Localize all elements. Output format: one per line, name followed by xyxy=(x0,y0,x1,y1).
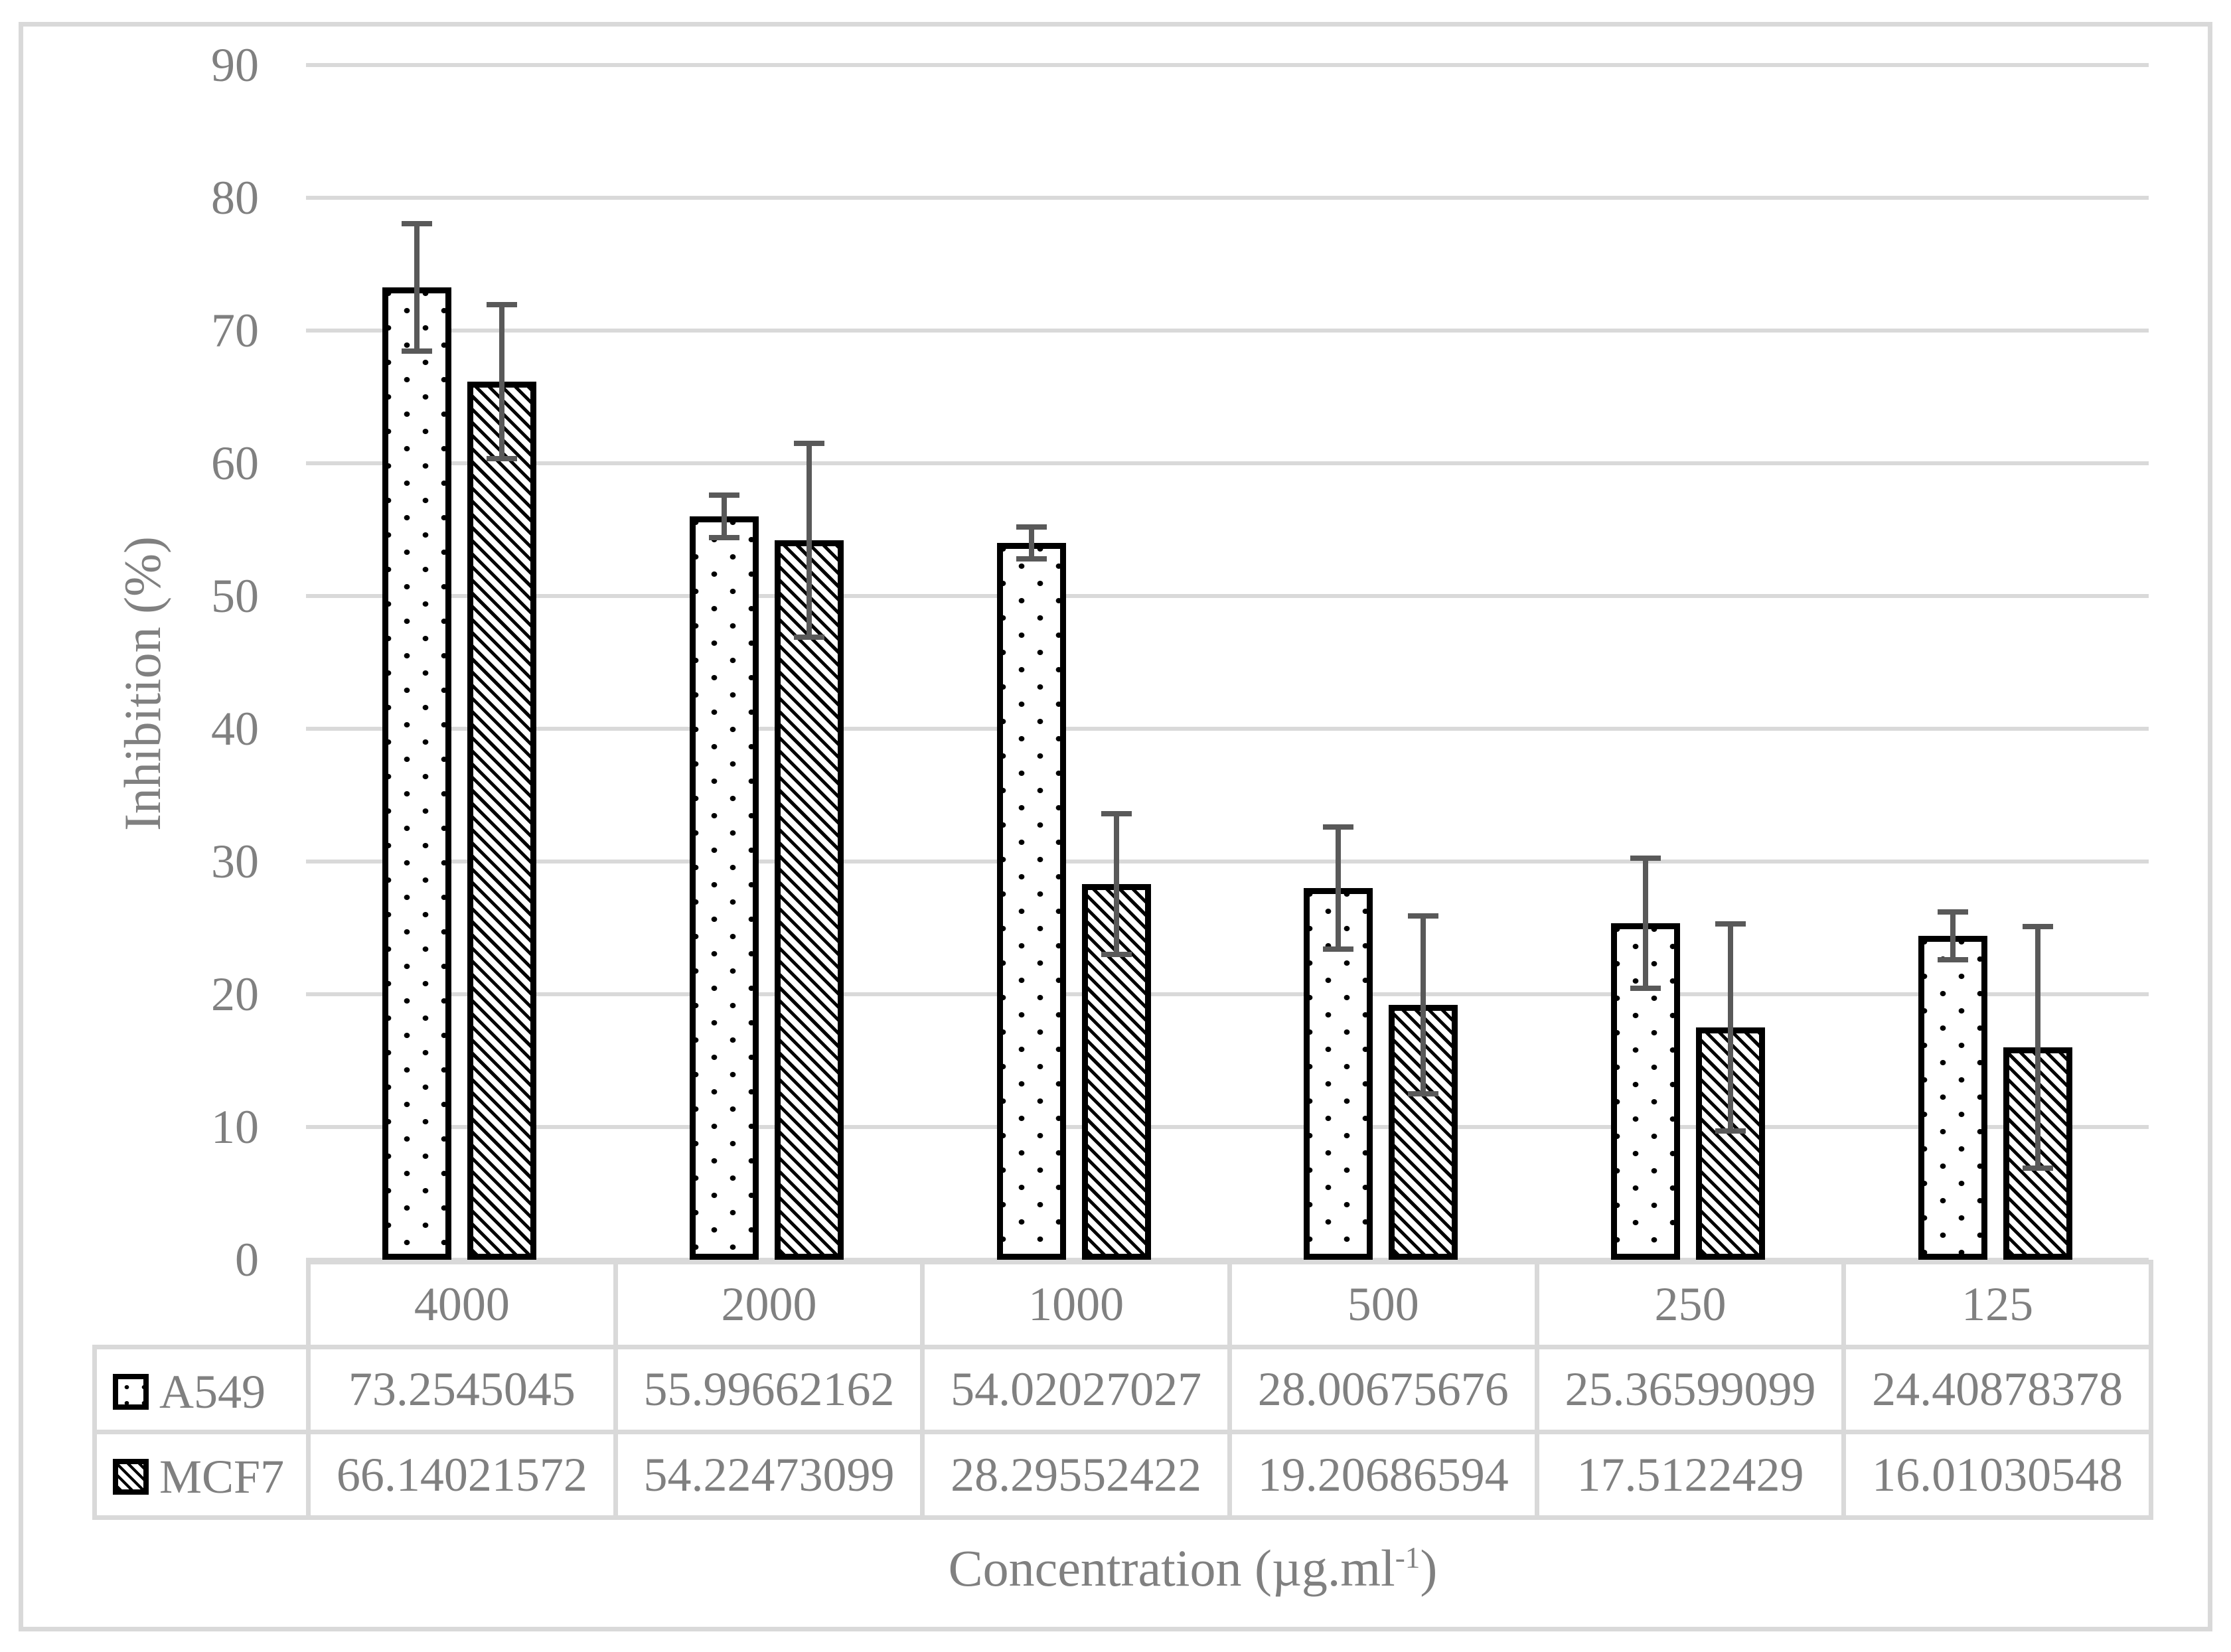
bar-mcf7-1000 xyxy=(1081,884,1151,1260)
error-bar-bottom-cap xyxy=(1016,556,1047,562)
y-axis-tick-label: 80 xyxy=(211,171,259,224)
value-cell-a549-500: 28.00675676 xyxy=(1227,1345,1539,1434)
table-header-row: 4000 2000 1000 500 250 125 xyxy=(95,1260,2153,1349)
value-cell-mcf7-500: 19.20686594 xyxy=(1227,1430,1539,1520)
data-table: 4000 2000 1000 500 250 125 A549 73.2545045 55.99… xyxy=(92,1260,2153,1520)
error-bar-line xyxy=(1643,855,1648,991)
table-header-cell-125: 125 xyxy=(1841,1260,2153,1349)
error-bar-a549-125 xyxy=(1937,909,1968,962)
bar-a549-4000 xyxy=(382,287,452,1260)
value-cell-mcf7-125: 16.01030548 xyxy=(1841,1430,2153,1520)
value-cell-mcf7-2000: 54.22473099 xyxy=(613,1430,925,1520)
table-header-cell-500: 500 xyxy=(1227,1260,1539,1349)
error-bar-line xyxy=(1028,524,1034,562)
error-bar-line xyxy=(2035,923,2040,1171)
error-bar-line xyxy=(722,492,727,541)
value-cell-a549-4000: 73.2545045 xyxy=(306,1345,618,1434)
error-bar-bottom-cap xyxy=(1101,952,1132,958)
table-header-cell-2000: 2000 xyxy=(613,1260,925,1349)
value-cell-mcf7-250: 17.5122429 xyxy=(1534,1430,1847,1520)
value-cell-a549-125: 24.40878378 xyxy=(1841,1345,2153,1434)
legend-label-a549: A549 xyxy=(159,1365,266,1418)
gridline xyxy=(306,196,2149,200)
x-axis-title-close: ) xyxy=(1420,1539,1438,1597)
bar-a549-2000 xyxy=(690,516,759,1260)
error-bar-bottom-cap xyxy=(1408,1090,1439,1096)
table-row-a549: A549 73.2545045 55.99662162 54.02027027 28.0… xyxy=(92,1345,2153,1434)
error-bar-bottom-cap xyxy=(1715,1128,1746,1134)
bar-a549-125 xyxy=(1918,935,1987,1260)
table-header-cell-250: 250 xyxy=(1534,1260,1847,1349)
error-bar-mcf7-500 xyxy=(1408,913,1439,1096)
error-bar-a549-2000 xyxy=(709,492,739,541)
y-axis-tick-label: 60 xyxy=(211,437,259,490)
legend-cell-a549: A549 xyxy=(92,1345,311,1434)
gridline xyxy=(306,1125,2149,1129)
gridline xyxy=(306,1258,2149,1262)
bar-a549-500 xyxy=(1304,887,1373,1260)
y-axis-tick-label: 40 xyxy=(211,702,259,755)
error-bar-line xyxy=(1336,824,1342,952)
error-bar-mcf7-1000 xyxy=(1101,811,1132,958)
bar-a549-1000 xyxy=(996,542,1066,1260)
table-corner-cell xyxy=(95,1262,309,1347)
error-bar-line xyxy=(1950,909,1956,962)
y-axis-tick-label: 10 xyxy=(211,1100,259,1154)
gridline xyxy=(306,63,2149,67)
x-axis-title-text: Concentration (µg.ml xyxy=(948,1539,1395,1597)
x-axis-title-superscript: -1 xyxy=(1395,1541,1421,1574)
bar-mcf7-2000 xyxy=(775,540,844,1260)
error-bar-bottom-cap xyxy=(1323,946,1354,952)
gridline xyxy=(306,461,2149,465)
gridline xyxy=(306,992,2149,996)
legend-swatch-mcf7-icon xyxy=(113,1459,149,1495)
error-bar-bottom-cap xyxy=(1630,985,1661,991)
table-header-cell-1000: 1000 xyxy=(920,1260,1232,1349)
value-cell-a549-2000: 55.99662162 xyxy=(613,1345,925,1434)
y-axis-tick-label: 50 xyxy=(211,569,259,623)
error-bar-a549-250 xyxy=(1630,855,1661,991)
legend-swatch-a549-icon xyxy=(113,1373,149,1410)
y-axis-title: Inhibition (%) xyxy=(114,536,171,832)
gridline xyxy=(306,329,2149,333)
error-bar-line xyxy=(1113,811,1119,958)
error-bar-mcf7-2000 xyxy=(794,440,824,640)
error-bar-a549-4000 xyxy=(402,220,433,354)
error-bar-a549-500 xyxy=(1323,824,1354,952)
table-row-mcf7: MCF7 66.14021572 54.22473099 28.29552422 19.… xyxy=(92,1430,2153,1520)
error-bar-bottom-cap xyxy=(2022,1165,2053,1171)
error-bar-line xyxy=(1728,921,1733,1134)
error-bar-a549-1000 xyxy=(1016,524,1047,562)
error-bar-bottom-cap xyxy=(709,535,739,541)
error-bar-bottom-cap xyxy=(794,634,824,640)
error-bar-bottom-cap xyxy=(402,348,433,354)
gridline xyxy=(306,860,2149,864)
gridline xyxy=(306,594,2149,598)
error-bar-mcf7-4000 xyxy=(487,302,518,462)
value-cell-a549-1000: 54.02027027 xyxy=(920,1345,1232,1434)
x-axis-title: Concentration (µg.ml-1) xyxy=(728,1539,1657,1598)
y-axis-tick-label: 70 xyxy=(211,304,259,357)
figure-border xyxy=(19,22,2212,1631)
error-bar-line xyxy=(499,302,505,462)
value-cell-a549-250: 25.36599099 xyxy=(1534,1345,1847,1434)
y-axis-tick-label: 90 xyxy=(211,38,259,92)
legend-label-mcf7: MCF7 xyxy=(159,1450,285,1503)
error-bar-bottom-cap xyxy=(487,456,518,462)
value-cell-mcf7-1000: 28.29552422 xyxy=(920,1430,1232,1520)
y-axis-tick-label: 20 xyxy=(211,968,259,1021)
error-bar-mcf7-250 xyxy=(1715,921,1746,1134)
gridline xyxy=(306,727,2149,731)
value-cell-mcf7-4000: 66.14021572 xyxy=(306,1430,618,1520)
bar-mcf7-4000 xyxy=(467,382,537,1260)
error-bar-line xyxy=(1421,913,1426,1096)
error-bar-line xyxy=(414,220,420,354)
table-header-cell-4000: 4000 xyxy=(306,1260,618,1349)
error-bar-line xyxy=(807,440,812,640)
error-bar-bottom-cap xyxy=(1937,956,1968,962)
y-axis-tick-label: 30 xyxy=(211,835,259,888)
legend-cell-mcf7: MCF7 xyxy=(92,1430,311,1520)
y-axis-tick-label: 0 xyxy=(235,1233,259,1286)
error-bar-mcf7-125 xyxy=(2022,923,2053,1171)
